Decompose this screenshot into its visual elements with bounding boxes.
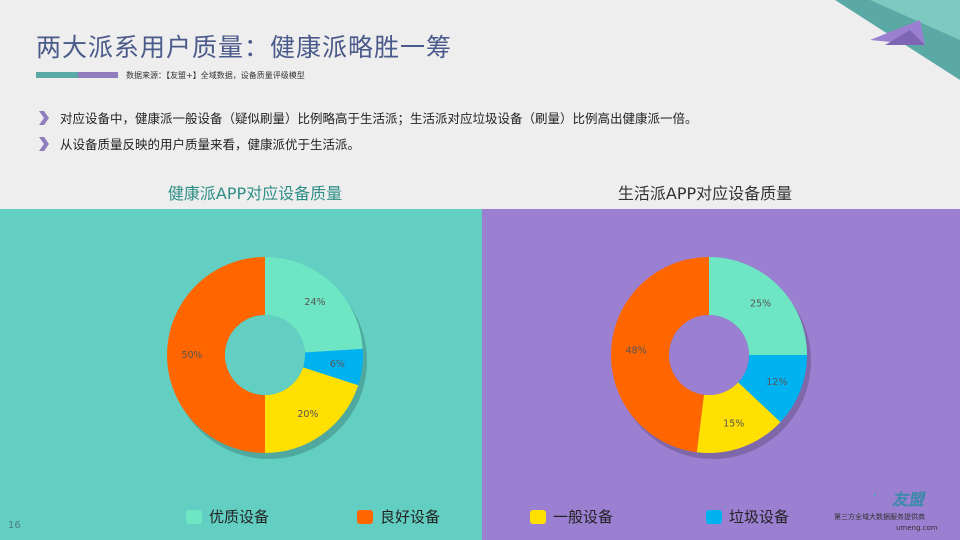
donut-slice-4 — [167, 257, 265, 453]
bullet-2: 从设备质量反映的用户质量来看，健康派优于生活派。 — [36, 134, 360, 153]
logo-text: 友盟 — [892, 490, 925, 509]
legend-item-normal: 一般设备 — [530, 506, 613, 527]
provider-text: 第三方全域大数据服务提供商 — [834, 513, 925, 521]
donut-slice-1 — [709, 257, 807, 355]
donut-hole — [225, 315, 305, 395]
chevron-right-icon — [39, 136, 49, 151]
bullet-1-text: 对应设备中，健康派一般设备（疑似刷量）比例略高于生活派；生活派对应垃圾设备（刷量… — [60, 111, 698, 126]
chart-title-health: 健康派APP对应设备质量 — [167, 184, 343, 203]
legend-label-garbage: 垃圾设备 — [729, 508, 790, 526]
donut-slice-label-4: 48% — [626, 345, 647, 356]
chevron-right-icon — [39, 110, 49, 125]
legend-label-good: 良好设备 — [380, 508, 441, 526]
donut-slice-3 — [696, 382, 781, 453]
chart-title-life: 生活派APP对应设备质量 — [617, 184, 793, 203]
donut-slice-label-2: 12% — [766, 377, 787, 388]
donut-hole — [669, 315, 749, 395]
data-source: 数据来源：【友盟+】全域数据，设备质量评级模型 — [126, 71, 305, 80]
legend-item-good: 良好设备 — [357, 506, 440, 527]
donut-slice-3 — [265, 367, 359, 453]
legend-swatch-good — [357, 509, 373, 524]
donut-slice-4 — [610, 257, 709, 453]
legend-swatch-normal — [530, 509, 546, 524]
legend-swatch-excellent — [186, 509, 202, 524]
donut-slice-label-1: 24% — [304, 297, 325, 308]
site-text: umeng.com — [896, 524, 938, 532]
legend: 优质设备 良好设备 一般设备 垃圾设备 — [0, 506, 960, 530]
donut-slice-label-3: 15% — [723, 419, 744, 430]
umeng-logo-icon — [872, 492, 877, 498]
title-accent-purple — [78, 72, 118, 78]
bullet-2-text: 从设备质量反映的用户质量来看，健康派优于生活派。 — [60, 137, 361, 152]
page-number: 16 — [8, 520, 21, 531]
donut-slice-label-1: 25% — [750, 298, 771, 309]
donut-slice-label-2: 6% — [330, 359, 345, 370]
page-title: 两大派系用户质量：健康派略胜一筹 — [36, 33, 453, 62]
legend-label-excellent: 优质设备 — [209, 508, 270, 526]
bullet-1: 对应设备中，健康派一般设备（疑似刷量）比例略高于生活派；生活派对应垃圾设备（刷量… — [36, 108, 698, 127]
donut-slice-1 — [265, 257, 363, 353]
donut-slice-2 — [303, 348, 363, 386]
legend-item-excellent: 优质设备 — [186, 506, 269, 527]
legend-swatch-garbage — [706, 509, 722, 524]
title-accent-teal — [36, 72, 78, 78]
legend-item-garbage: 垃圾设备 — [706, 506, 789, 527]
donut-slice-label-4: 50% — [181, 350, 202, 361]
legend-label-normal: 一般设备 — [553, 508, 614, 526]
donut-chart-life: 25% 12% 15% 48% — [610, 257, 811, 459]
donut-chart-health: 24% 6% 20% 50% — [167, 257, 367, 459]
corner-decoration — [835, 0, 960, 80]
donut-slice-2 — [738, 355, 807, 423]
donut-slice-label-3: 20% — [297, 409, 318, 420]
